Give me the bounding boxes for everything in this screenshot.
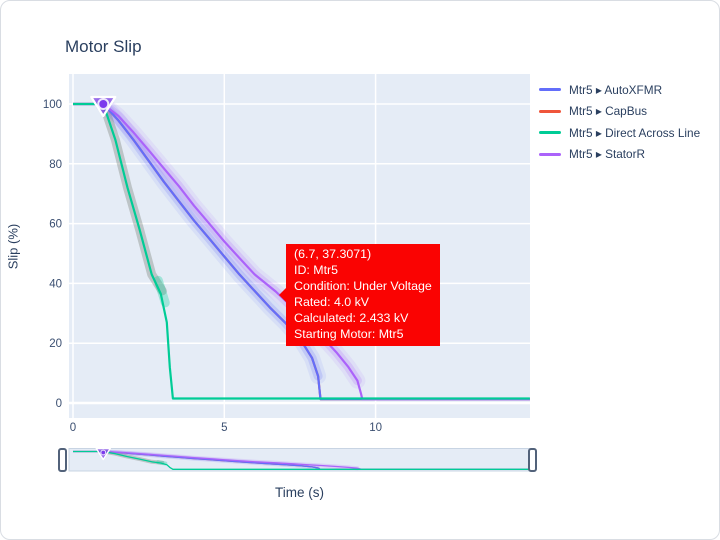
y-axis-title: Slip (%) [5, 223, 21, 270]
rangeslider-left-handle[interactable] [58, 447, 67, 472]
legend-item-capbus[interactable]: Mtr5 ▸ CapBus [539, 101, 717, 123]
legend-item-direct-across-line[interactable]: Mtr5 ▸ Direct Across Line [539, 122, 717, 144]
legend-item-autoxfmr[interactable]: Mtr5 ▸ AutoXFMR [539, 79, 717, 101]
x-tick-label: 0 [70, 422, 76, 434]
start-marker-dot-icon [97, 98, 110, 110]
series-line [73, 102, 530, 401]
y-tick-label: 100 [43, 99, 62, 111]
tooltip-caret-icon [279, 287, 286, 302]
y-tick-label: 20 [49, 338, 62, 350]
legend-label: Mtr5 ▸ AutoXFMR [569, 82, 663, 97]
legend-swatch-capbus [539, 109, 561, 113]
x-tick-label: 5 [221, 422, 227, 434]
legend-label: Mtr5 ▸ StatorR [569, 147, 646, 162]
x-axis-title: Time (s) [275, 485, 324, 500]
chart-title: Motor Slip [65, 37, 142, 56]
y-tick-label: 60 [49, 219, 62, 231]
series-line [73, 102, 530, 401]
legend-label: Mtr5 ▸ CapBus [569, 104, 648, 119]
rangeslider-series-line [73, 450, 530, 471]
tooltip-rated: Rated: 4.0 kV [294, 295, 370, 310]
series-line [73, 102, 530, 400]
tooltip-coordinates: (6.7, 37.3071) [294, 247, 372, 261]
y-tick-label: 40 [49, 278, 62, 290]
legend-swatch-direct-across-line [539, 131, 561, 135]
legend-swatch-autoxfmr [539, 88, 561, 92]
data-tooltip: (6.7, 37.3071) ID: Mtr5 Condition: Under… [279, 244, 440, 346]
tooltip-calculated: Calculated: 2.433 kV [294, 311, 409, 326]
tooltip-condition: Condition: Under Voltage [294, 279, 432, 294]
legend-item-statorr[interactable]: Mtr5 ▸ StatorR [539, 144, 717, 166]
y-tick-label: 80 [49, 159, 62, 171]
tooltip-starting-motor: Starting Motor: Mtr5 [294, 327, 404, 342]
rangeslider-marker-dot-icon [100, 449, 107, 456]
series-band [153, 275, 170, 308]
legend-swatch-statorr [539, 152, 561, 156]
rangeslider-series-line [73, 450, 530, 470]
legend: Mtr5 ▸ AutoXFMR Mtr5 ▸ CapBus Mtr5 ▸ Dir… [539, 79, 717, 165]
rangeslider-right-handle[interactable] [528, 447, 537, 472]
legend-label: Mtr5 ▸ Direct Across Line [569, 125, 701, 140]
y-tick-label: 0 [56, 398, 62, 410]
tooltip-id: ID: Mtr5 [294, 263, 339, 278]
x-tick-label: 10 [369, 422, 382, 434]
